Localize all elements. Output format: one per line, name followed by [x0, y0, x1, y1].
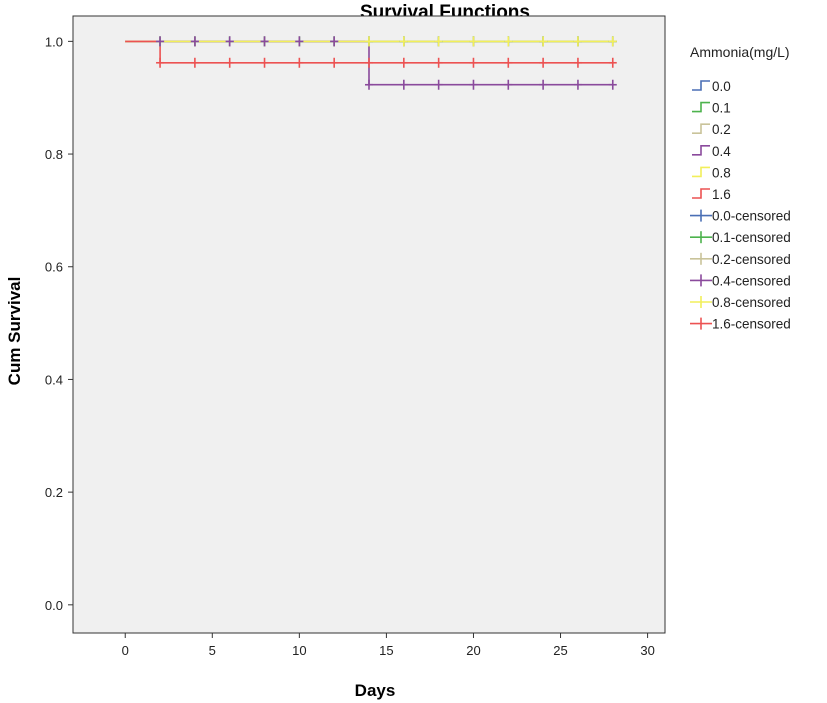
- legend-label: 0.4: [712, 144, 731, 159]
- legend-label: 0.0-censored: [712, 209, 791, 224]
- legend-label: 0.2-censored: [712, 252, 791, 267]
- legend-item: 1.6-censored: [690, 317, 791, 332]
- legend: Ammonia(mg/L) 0.0 0.1 0.2 0.4 0.8 1.6 0.0-cens…: [690, 44, 791, 332]
- legend-item: 0.8: [692, 165, 731, 180]
- censor-mark-0.8: [399, 36, 408, 47]
- x-tick-label: 15: [379, 643, 393, 658]
- censor-mark-1.6: [295, 57, 304, 68]
- legend-censor-swatch: [690, 252, 712, 265]
- y-tick-label: 0.0: [45, 598, 63, 613]
- censor-mark-0.4: [365, 79, 373, 90]
- legend-item: 0.2: [692, 122, 731, 137]
- legend-label: 0.0: [712, 79, 731, 94]
- legend-step-swatch: [692, 123, 710, 134]
- x-tick-label: 25: [553, 643, 567, 658]
- legend-step-swatch: [692, 166, 710, 178]
- censor-mark-1.6: [330, 57, 339, 68]
- censor-mark-0.8: [434, 36, 443, 47]
- legend-label: 1.6-censored: [712, 317, 791, 332]
- censor-layer: [156, 36, 617, 90]
- legend-item: 0.1: [692, 101, 731, 116]
- x-tick-label: 20: [466, 643, 480, 658]
- censor-mark-0.8: [469, 36, 478, 47]
- x-axis-label: Days: [355, 681, 396, 700]
- censor-mark-1.6: [260, 57, 269, 68]
- censor-mark-0.4: [295, 36, 304, 47]
- censor-mark-0.4: [573, 79, 582, 90]
- legend-item: 0.0: [692, 79, 731, 94]
- x-tick-label: 10: [292, 643, 306, 658]
- censor-mark-0.8: [365, 36, 373, 47]
- censor-mark-0.8: [573, 36, 582, 47]
- censor-mark-1.6: [225, 57, 234, 68]
- y-tick-label: 0.2: [45, 485, 63, 500]
- legend-label: 0.4-censored: [712, 273, 791, 288]
- legend-item: 0.8-censored: [690, 295, 791, 310]
- censor-mark-0.8: [539, 36, 548, 47]
- censor-mark-0.4: [190, 36, 199, 47]
- y-tick-label: 0.8: [45, 147, 63, 162]
- legend-item: 0.4-censored: [690, 273, 791, 288]
- legend-label: 0.8-censored: [712, 295, 791, 310]
- x-tick-label: 0: [122, 643, 129, 658]
- legend-label: 0.1: [712, 101, 731, 116]
- legend-item: 0.4: [692, 144, 731, 159]
- plot-area: [72, 15, 666, 634]
- x-tick-label: 30: [640, 643, 654, 658]
- censor-mark-1.6: [573, 57, 582, 68]
- y-tick-label: 0.6: [45, 260, 63, 275]
- censor-mark-0.4: [539, 79, 548, 90]
- series-line-1.6: [125, 40, 613, 64]
- y-axis: 0.0 0.2 0.4 0.6 0.8 1.0: [45, 34, 73, 613]
- censor-mark-0.4: [434, 79, 443, 90]
- censor-mark-1.6: [434, 57, 443, 68]
- legend-censor-swatch: [690, 231, 712, 244]
- y-tick-label: 0.4: [45, 372, 63, 387]
- legend-label: 0.1-censored: [712, 230, 791, 245]
- censor-mark-1.6: [156, 57, 165, 68]
- legend-step-swatch: [692, 145, 710, 156]
- x-tick-label: 5: [209, 643, 216, 658]
- censor-mark-0.8: [504, 36, 513, 47]
- censor-mark-1.6: [365, 57, 373, 68]
- legend-step-swatch: [692, 80, 710, 91]
- legend-censor-swatch: [690, 317, 712, 330]
- legend-censor-swatch: [690, 296, 712, 308]
- censor-mark-1.6: [539, 57, 548, 68]
- legend-item: 1.6: [692, 187, 731, 202]
- censor-mark-0.4: [225, 36, 234, 47]
- legend-step-swatch: [692, 101, 710, 113]
- censor-mark-0.4: [260, 36, 269, 47]
- legend-label: 1.6: [712, 187, 731, 202]
- censor-mark-0.4: [469, 79, 478, 90]
- censor-mark-1.6: [504, 57, 513, 68]
- y-tick-label: 1.0: [45, 34, 63, 49]
- legend-item: 0.1-censored: [690, 230, 791, 245]
- censor-mark-1.6: [469, 57, 478, 68]
- censor-mark-1.6: [190, 57, 199, 68]
- legend-item: 0.2-censored: [690, 252, 791, 267]
- censor-mark-1.6: [399, 57, 408, 68]
- legend-step-swatch: [692, 188, 710, 199]
- censor-mark-0.4: [399, 79, 408, 90]
- censor-mark-0.4: [504, 79, 513, 90]
- legend-item: 0.0-censored: [690, 209, 791, 224]
- legend-censor-swatch: [690, 274, 712, 287]
- censor-mark-0.4: [330, 36, 339, 47]
- censor-mark-0.4: [608, 79, 617, 90]
- censor-mark-0.4: [156, 36, 165, 47]
- censor-mark-0.8: [608, 36, 617, 47]
- x-axis: 0 5 10 15 20 25 30: [122, 633, 655, 658]
- legend-title: Ammonia(mg/L): [690, 44, 790, 60]
- y-axis-label: Cum Survival: [5, 277, 24, 386]
- legend-label: 0.8: [712, 165, 731, 180]
- legend-label: 0.2: [712, 122, 731, 137]
- legend-censor-swatch: [690, 209, 712, 222]
- censor-mark-1.6: [608, 57, 617, 68]
